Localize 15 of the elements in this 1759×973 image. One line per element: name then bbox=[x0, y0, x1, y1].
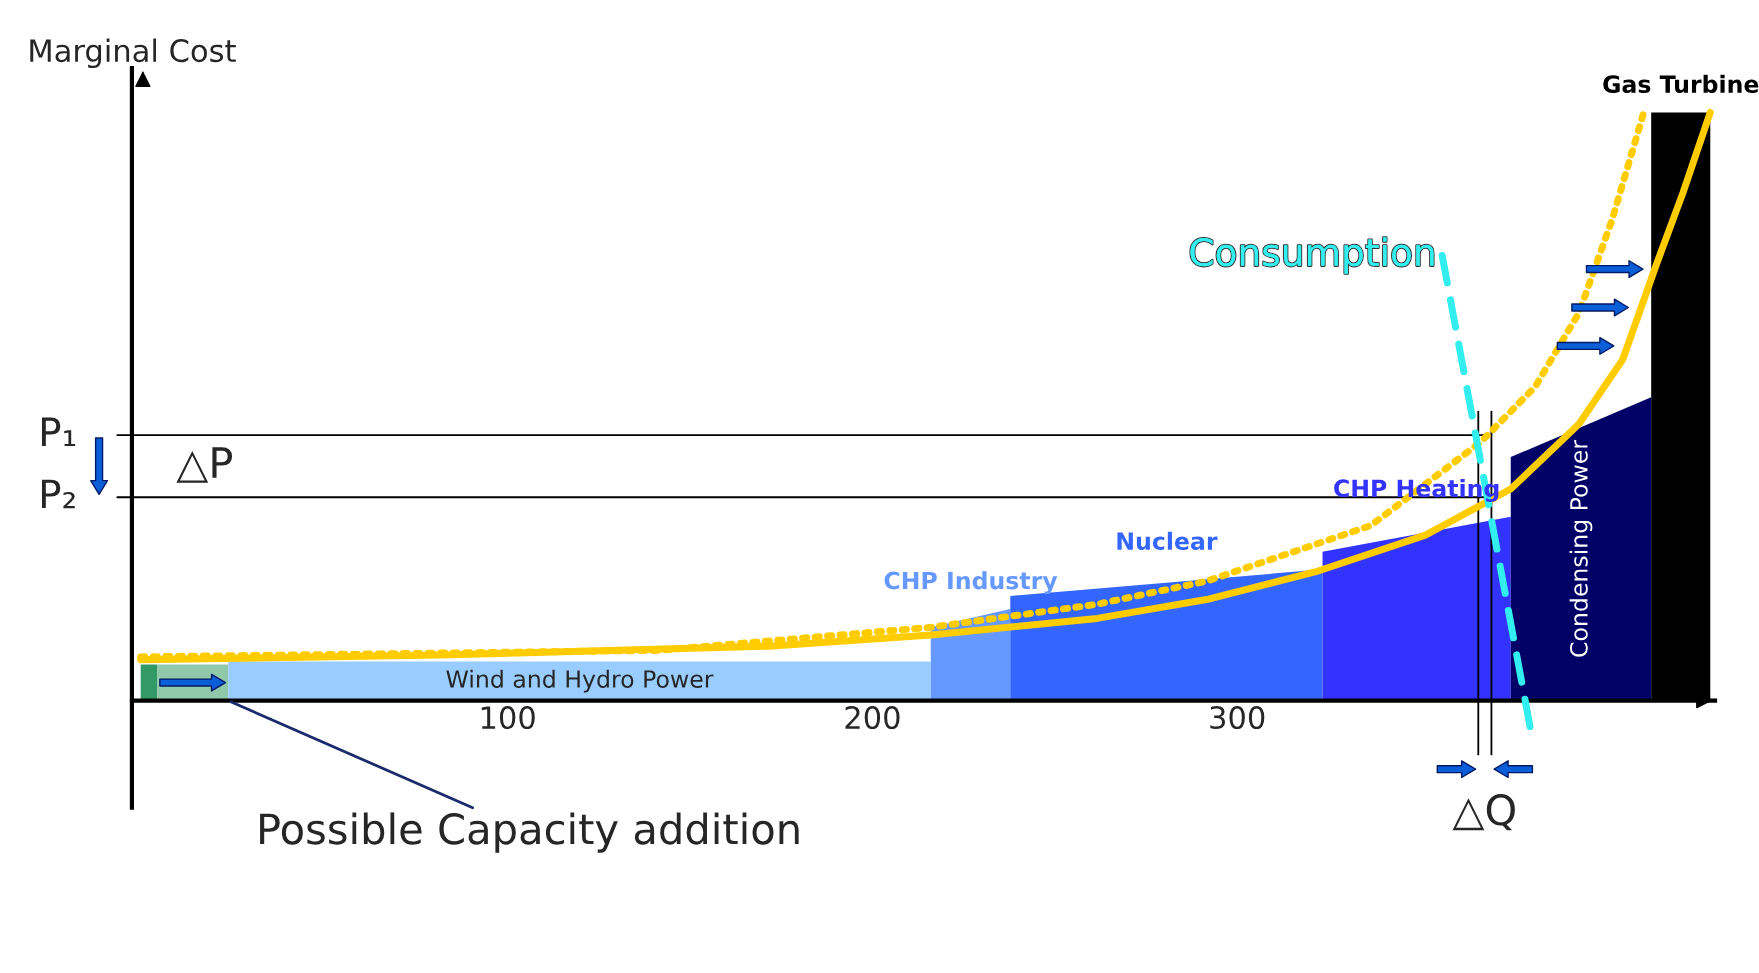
ref-line-label: P₂ bbox=[41, 479, 75, 509]
series-label: Gas Turbine bbox=[1603, 74, 1759, 94]
series-label: Nuclear bbox=[1117, 531, 1218, 551]
ref-line-label: P₁ bbox=[41, 417, 76, 447]
series-label: Consumption bbox=[1190, 237, 1434, 274]
annotation: △P bbox=[176, 447, 233, 483]
x-tick-label: 100 bbox=[481, 706, 535, 730]
series-label: CHP Industry bbox=[884, 571, 1058, 595]
series-label: Condensing Power bbox=[1569, 439, 1593, 657]
series-label: Wind and Hydro Power bbox=[446, 669, 714, 693]
y-axis-title: Marginal Cost bbox=[30, 38, 236, 69]
annotation: Possible Capacity addition bbox=[260, 812, 799, 853]
x-tick-label: 300 bbox=[1210, 706, 1265, 730]
text: △Q bbox=[1452, 794, 1515, 831]
x-tick-label: 200 bbox=[845, 706, 900, 730]
